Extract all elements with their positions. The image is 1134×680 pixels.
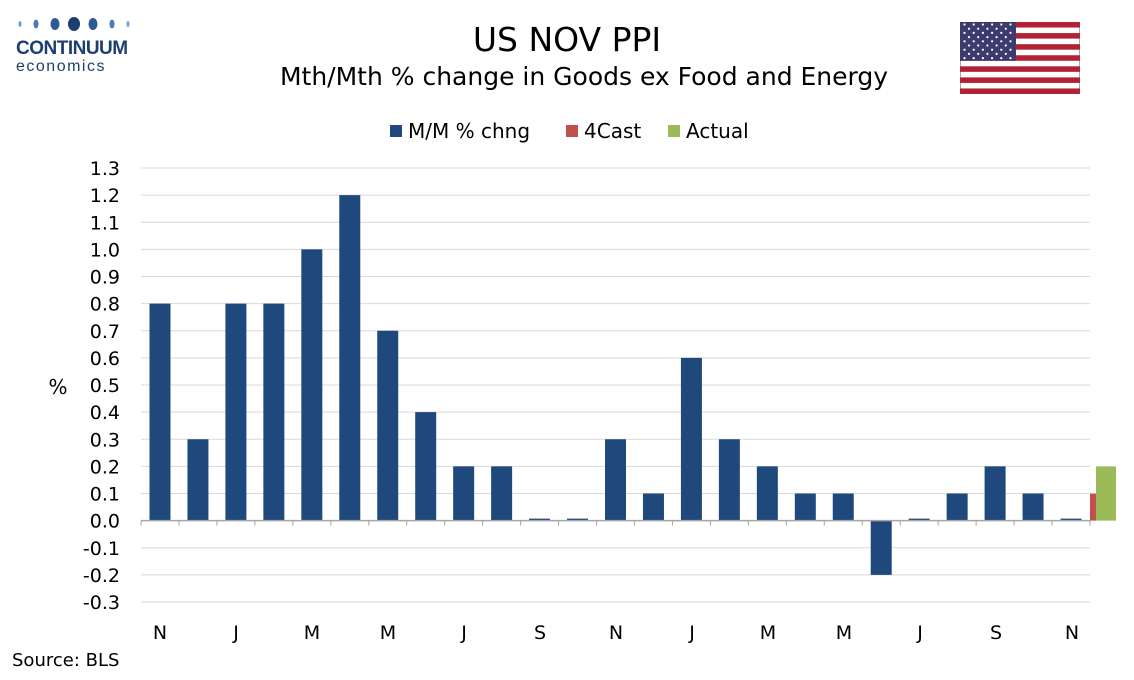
y-tick-label: 1.0 [90,239,120,261]
bar-mm-chng [984,466,1006,521]
bar-4cast [1089,493,1096,521]
legend-label: M/M % chng [408,119,530,143]
y-tick-label: 0.4 [90,402,120,424]
bar-mm-chng [263,303,285,521]
x-tick-label: J [688,622,695,644]
logo-dots-icon [18,17,130,31]
zero-axis [140,519,1091,526]
bar-mm-chng [567,518,589,521]
x-tick-label: M [836,622,852,644]
x-tick-label: S [990,622,1002,644]
bar-mm-chng [946,493,968,521]
source-note: Source: BLS [12,650,120,671]
bar-mm-chng [908,518,930,521]
x-tick-label: J [460,622,467,644]
x-tick-label: N [1065,622,1079,644]
y-tick-label: 0.5 [90,375,120,397]
y-tick-label: 0.6 [90,348,120,370]
bar-mm-chng [453,466,475,521]
logo-sub-text: economics [16,58,106,75]
company-logo: CONTINUUM economics [14,14,134,76]
bar-mm-chng [187,439,209,521]
legend-swatch [390,125,402,137]
y-tick-label: -0.1 [83,538,120,560]
y-tick-label: 0.0 [90,511,120,533]
y-tick-label: 1.1 [90,212,120,234]
bar-mm-chng [1022,493,1044,521]
bar-mm-chng [1060,518,1082,521]
bar-mm-chng [832,493,854,521]
bar-mm-chng [149,303,171,521]
y-tick-label: 0.3 [90,429,120,451]
y-tick-label: 1.2 [90,185,120,207]
x-tick-label: J [916,622,923,644]
x-tick-label: N [609,622,623,644]
legend-label: 4Cast [584,119,641,143]
us-flag-icon [960,22,1080,94]
bar-mm-chng [794,493,816,521]
legend: M/M % chng 4Cast Actual [390,119,749,143]
bar-mm-chng [301,249,323,521]
logo-brand-text: CONTINUUM [16,38,128,59]
y-tick-label: 0.8 [90,294,120,316]
x-tick-label: M [304,622,320,644]
y-tick-label: 0.1 [90,484,120,506]
bar-mm-chng [718,439,740,521]
y-tick-label: -0.3 [83,592,120,614]
y-tick-label: 0.7 [90,321,120,343]
y-tick-label: 0.9 [90,267,120,289]
legend-swatch [668,125,680,137]
bar-actual [1095,466,1116,521]
bar-mm-chng [377,330,399,521]
y-axis-ticks: 1.3 1.2 1.1 1.0 0.9 0.8 0.7 0.6 0.5 0.4 0.3 0.2 0.1 0… [83,158,120,614]
legend-label: Actual [686,119,749,143]
bar-mm-chng [339,195,361,521]
chart-title: US NOV PPI [472,20,662,59]
y-tick-label: 1.3 [90,158,120,180]
bar-mm-chng [756,466,778,521]
x-tick-label: M [760,622,776,644]
bar-mm-chng [415,412,437,521]
bar-mm-chng [680,357,702,521]
bar-mm-chng [529,518,551,521]
chart-subtitle: Mth/Mth % change in Goods ex Food and En… [279,62,889,91]
x-tick-label: J [232,622,239,644]
legend-swatch [566,125,578,137]
y-tick-label: -0.2 [83,565,120,587]
bar-mm-chng [605,439,626,521]
bar-mm-chng [491,466,513,521]
x-tick-label: N [153,622,167,644]
x-tick-label: S [534,622,546,644]
y-tick-label: 0.2 [90,456,120,478]
bars [149,195,1116,575]
bar-mm-chng [870,520,892,575]
x-tick-label: M [380,622,396,644]
bar-mm-chng [225,303,247,521]
bar-mm-chng [642,493,664,521]
y-axis-label: % [48,375,67,399]
